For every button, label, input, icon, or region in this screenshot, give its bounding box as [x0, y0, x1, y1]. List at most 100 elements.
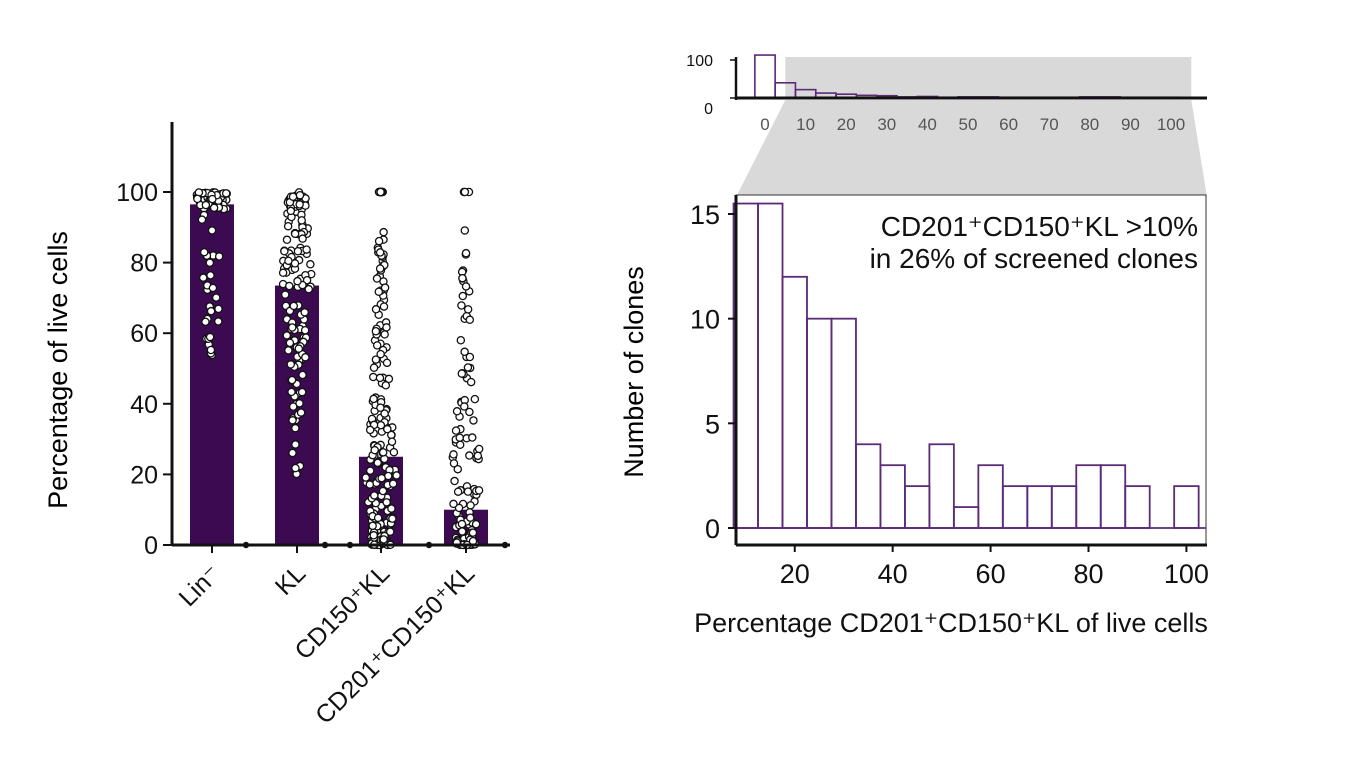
overview-bar-0	[754, 54, 776, 99]
point	[378, 486, 388, 496]
point	[199, 247, 209, 257]
point	[201, 317, 210, 327]
point	[369, 394, 378, 404]
point	[209, 203, 219, 213]
point	[449, 450, 458, 459]
point	[392, 471, 401, 480]
y-tick-label-2: 40	[130, 391, 158, 419]
point	[214, 252, 224, 261]
point	[377, 473, 386, 483]
point	[214, 304, 223, 314]
point	[471, 519, 481, 529]
point	[295, 399, 304, 408]
overview-axes	[730, 57, 1207, 100]
point	[379, 302, 389, 311]
point	[285, 281, 294, 291]
point	[460, 402, 469, 411]
overview-x-tick-label-7: 70	[1040, 115, 1059, 134]
point	[286, 360, 296, 369]
overview-x-tick-label-8: 80	[1080, 115, 1099, 134]
point	[300, 326, 310, 335]
overview-x-tick-label-5: 50	[959, 115, 978, 134]
point	[206, 306, 216, 316]
point	[297, 216, 306, 225]
point	[375, 248, 385, 257]
point	[463, 487, 473, 496]
point	[290, 229, 300, 239]
point	[205, 258, 215, 267]
overview-x-tick-label-3: 30	[877, 115, 896, 134]
point	[206, 345, 216, 355]
x-axis-label: Percentage CD201⁺CD150⁺KL of live cells	[694, 608, 1208, 638]
point	[468, 433, 477, 442]
point	[373, 513, 383, 523]
point	[282, 235, 292, 245]
point	[197, 215, 207, 224]
point	[473, 451, 483, 461]
y-axis-label: Number of clones	[619, 266, 649, 478]
x-axis-marker-0	[242, 541, 250, 549]
point	[287, 387, 296, 397]
point	[301, 353, 310, 362]
point	[207, 226, 217, 235]
point	[291, 423, 300, 433]
point	[285, 338, 295, 348]
point	[387, 437, 397, 446]
point	[280, 290, 290, 299]
zoom-histogram: 0 5 10 15 20 40 60 80 100 CD201⁺CD150⁺KL >10% i…	[619, 194, 1209, 638]
point	[298, 234, 307, 243]
point	[288, 402, 298, 411]
point	[450, 476, 459, 486]
point	[463, 305, 473, 314]
y-tick-label-2: 10	[690, 305, 720, 335]
point	[451, 426, 461, 435]
point	[370, 491, 379, 500]
overview-x-tick-labels: 0 10 20 30 40 50 60 70 80 90 100	[760, 115, 1185, 134]
point	[201, 200, 211, 210]
point	[452, 407, 462, 416]
y-axis-label: Percentage of live cells	[43, 231, 73, 509]
overview-y-tick-labels: 0 100	[686, 53, 713, 118]
point	[365, 425, 375, 435]
point	[205, 332, 215, 342]
annotation-line-1: CD201⁺CD150⁺KL >10%	[881, 211, 1198, 242]
scatter-points	[192, 187, 484, 550]
point	[287, 375, 297, 385]
point	[380, 409, 389, 418]
point	[214, 317, 223, 326]
point	[456, 336, 466, 345]
point	[373, 458, 382, 468]
point	[457, 527, 467, 536]
point	[366, 466, 375, 475]
y-tick-label-5: 100	[116, 179, 158, 207]
point	[465, 407, 474, 417]
overview-bars	[754, 54, 1192, 99]
point	[449, 499, 458, 509]
x-axis-marker-2	[346, 541, 354, 549]
point	[295, 190, 305, 200]
point	[288, 323, 297, 332]
point	[372, 274, 382, 283]
x-tick-label-4: 100	[1164, 559, 1209, 589]
point	[374, 236, 384, 246]
point	[372, 341, 382, 350]
point	[282, 331, 292, 340]
point	[469, 416, 478, 425]
point	[384, 374, 394, 384]
overview-x-tick-label-1: 10	[796, 115, 815, 134]
point	[293, 276, 302, 286]
point	[297, 387, 307, 397]
annotation-line-2: in 26% of screened clones	[870, 243, 1198, 274]
point	[466, 513, 475, 522]
y-tick-label-0: 0	[144, 532, 158, 560]
x-tick-label-0: Lin⁻	[174, 559, 227, 612]
point	[221, 189, 231, 198]
point	[474, 444, 484, 454]
point	[460, 187, 470, 197]
point	[365, 480, 375, 489]
x-axis-marker-1	[321, 541, 329, 549]
point	[385, 527, 395, 536]
point	[457, 369, 467, 378]
point	[382, 498, 391, 507]
